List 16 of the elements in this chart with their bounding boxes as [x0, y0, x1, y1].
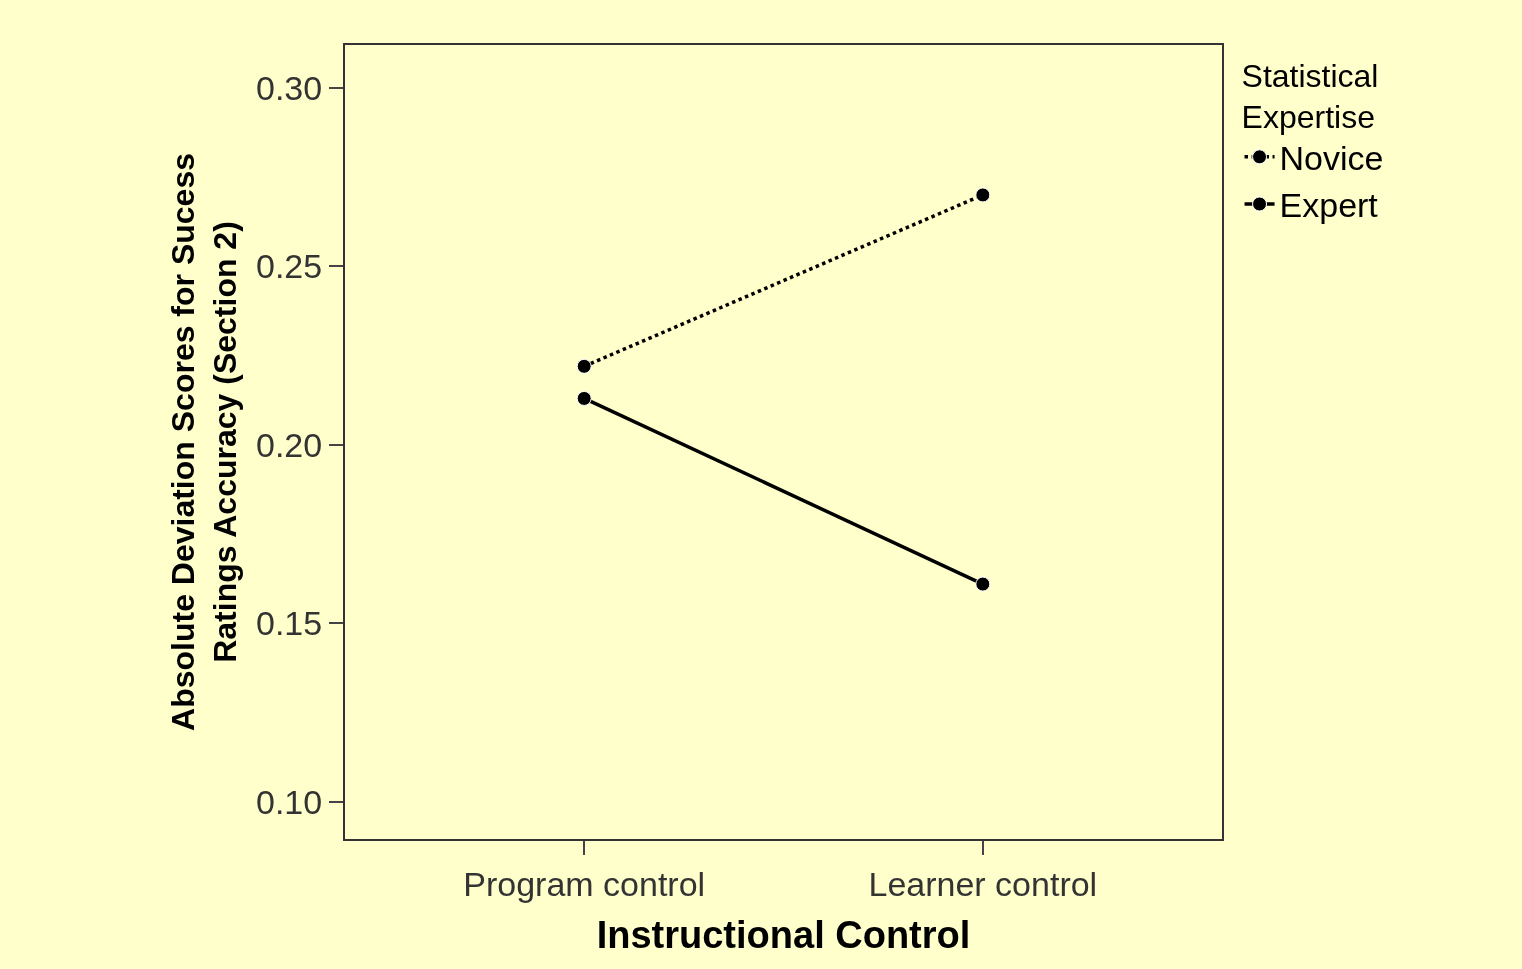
point: [975, 187, 991, 203]
point: [576, 358, 592, 374]
x-axis-title: Instructional Control: [596, 914, 971, 957]
legend-label: Novice: [1279, 139, 1384, 178]
y-tick-label: 0.25: [256, 247, 323, 286]
x-tick-label: Learner control: [868, 864, 1098, 903]
y-tick-label: 0.30: [256, 68, 323, 107]
y-tick-label: 0.20: [256, 425, 323, 464]
y-tick-label: 0.15: [256, 604, 323, 643]
x-tick-label: Program control: [463, 864, 706, 903]
legend-title: Statistical Expertise: [1241, 57, 1379, 136]
point: [576, 390, 592, 406]
point: [975, 576, 991, 592]
y-axis-title: Absolute Deviation Scores for Sucess Ratings Accuracy (Section 2): [165, 153, 243, 731]
legend-label: Expert: [1279, 186, 1379, 225]
y-tick-label: 0.10: [256, 782, 323, 821]
